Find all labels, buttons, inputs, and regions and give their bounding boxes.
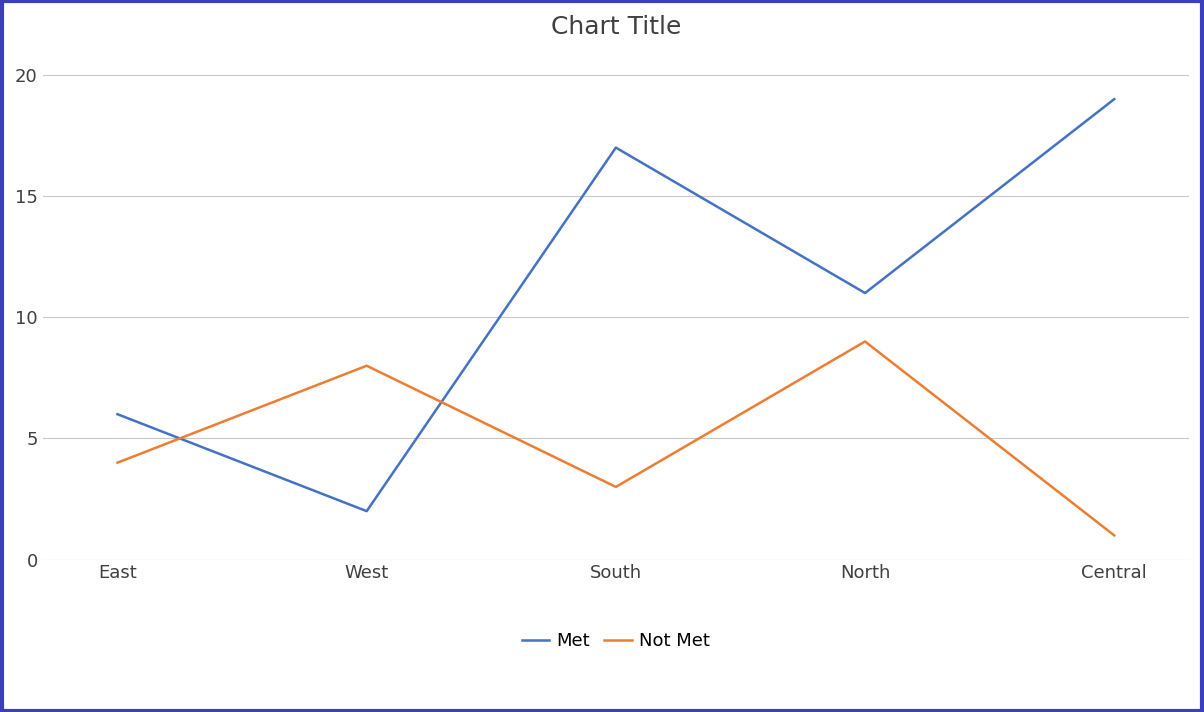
Met: [609, 143, 624, 152]
Not Met: [857, 337, 872, 346]
Not Met: [111, 459, 125, 467]
Not Met: [360, 362, 374, 370]
Not Met: [609, 483, 624, 491]
Met: [111, 410, 125, 419]
Met: [1106, 95, 1121, 103]
Not Met: [1106, 531, 1121, 540]
Legend: Met, Not Met: Met, Not Met: [515, 624, 716, 657]
Met: [360, 507, 374, 515]
Title: Chart Title: Chart Title: [550, 15, 681, 39]
Line: Not Met: Not Met: [118, 342, 1114, 535]
Met: [857, 289, 872, 298]
Line: Met: Met: [118, 99, 1114, 511]
